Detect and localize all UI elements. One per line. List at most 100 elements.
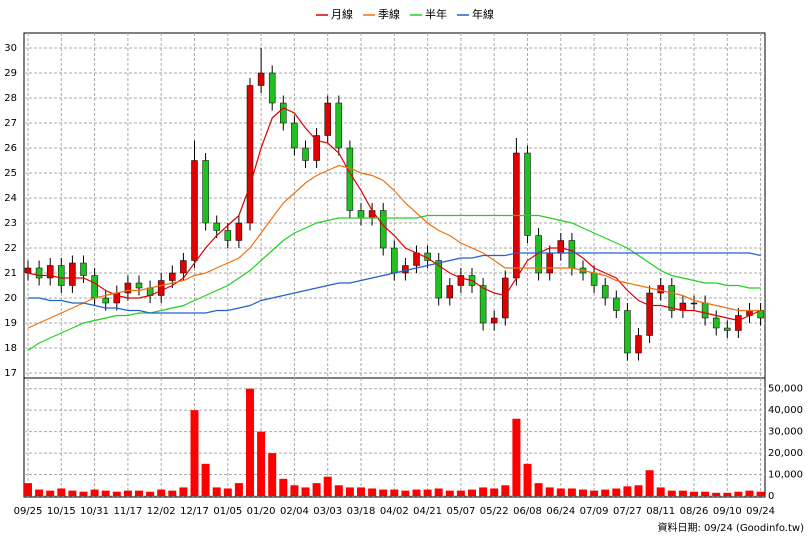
- candle-body: [135, 282, 143, 289]
- candle-body: [624, 310, 631, 354]
- candle-body: [690, 302, 698, 305]
- x-tick-label: 08/26: [680, 506, 709, 517]
- volume-bar: [423, 489, 432, 496]
- volume-bar: [745, 490, 754, 496]
- volume-bar: [390, 489, 399, 496]
- volume-bar: [312, 483, 321, 496]
- candle-body: [213, 222, 220, 231]
- candle-body: [402, 265, 409, 274]
- volume-bar: [634, 485, 643, 496]
- volume-bar: [279, 478, 288, 496]
- candle-body: [268, 72, 276, 104]
- y-tick-label: 23: [4, 218, 17, 229]
- volume-bar: [345, 487, 354, 496]
- y2-tick-label: 0: [768, 491, 774, 502]
- volume-bar: [734, 491, 743, 496]
- y-tick-label: 26: [4, 143, 17, 154]
- volume-bar: [501, 485, 510, 496]
- candle-body: [324, 102, 331, 136]
- ma-line: [27, 107, 761, 322]
- volume-bar: [157, 489, 166, 496]
- x-tick-label: 02/04: [280, 506, 309, 517]
- candle-body: [590, 272, 598, 286]
- volume-bar: [357, 487, 365, 496]
- volume-bar: [223, 488, 232, 496]
- x-tick-label: 06/24: [546, 506, 575, 517]
- y-tick-label: 21: [4, 268, 17, 279]
- x-tick-label: 10/31: [80, 506, 109, 517]
- volume-bar: [246, 388, 254, 496]
- candle-body: [246, 85, 254, 224]
- volume-bar: [123, 490, 132, 496]
- y-tick-label: 25: [4, 168, 17, 179]
- candle-body: [435, 260, 442, 299]
- candle-body: [391, 247, 398, 274]
- candle-body: [635, 335, 642, 354]
- legend-label: 月線: [331, 7, 353, 21]
- candle-body: [335, 102, 343, 149]
- candle-body: [80, 262, 87, 276]
- volume-bar: [90, 489, 99, 496]
- candle-body: [646, 292, 653, 336]
- candle-body: [613, 297, 620, 311]
- volume-bar: [612, 488, 621, 496]
- volume-bar: [656, 487, 665, 496]
- candle-body: [257, 72, 265, 86]
- volume-bar: [323, 476, 332, 496]
- candle-body: [180, 260, 187, 274]
- volume-bar: [301, 487, 310, 496]
- candle-body: [557, 240, 565, 254]
- candle-body: [24, 267, 32, 274]
- y2-tick-label: 10,000: [768, 470, 803, 481]
- legend-label: 季線: [378, 7, 400, 21]
- candle-body: [379, 210, 387, 249]
- x-tick-label: 10/15: [47, 506, 76, 517]
- volume-bar: [68, 490, 77, 496]
- x-tick-label: 01/05: [213, 506, 242, 517]
- candle-body: [313, 135, 320, 161]
- x-tick-label: 07/27: [613, 506, 642, 517]
- volume-bar: [756, 491, 765, 496]
- candle-body: [124, 282, 132, 294]
- x-tick-label: 12/02: [147, 506, 176, 517]
- volume-bar: [190, 410, 199, 496]
- x-tick-label: 05/07: [446, 506, 475, 517]
- volume-bar: [24, 483, 32, 496]
- candle-body: [413, 252, 420, 266]
- candle-body: [568, 240, 576, 269]
- candle-body: [679, 302, 687, 311]
- x-tick-label: 03/18: [347, 506, 376, 517]
- candle-body: [457, 275, 465, 286]
- y-tick-label: 17: [4, 368, 17, 379]
- x-tick-label: 09/25: [14, 506, 43, 517]
- volume-bar: [379, 489, 388, 496]
- candle-body: [35, 267, 43, 279]
- volume-bar: [257, 431, 266, 496]
- volume-bar: [135, 490, 143, 496]
- volume-bar: [456, 490, 465, 496]
- y2-tick-label: 30,000: [768, 427, 803, 438]
- volume-bar: [101, 490, 110, 496]
- x-tick-label: 08/11: [646, 506, 675, 517]
- volume-bar: [601, 489, 610, 496]
- x-tick-label: 01/20: [247, 506, 276, 517]
- y2-tick-label: 50,000: [768, 384, 803, 395]
- candle-body: [524, 152, 531, 236]
- volume-bar: [79, 491, 88, 496]
- volume-bar: [290, 485, 299, 496]
- y-tick-label: 18: [4, 343, 17, 354]
- x-tick-label: 04/02: [380, 506, 409, 517]
- volume-bar: [445, 490, 454, 496]
- volume-bar: [434, 488, 443, 496]
- x-tick-label: 07/09: [580, 506, 609, 517]
- volume-bar: [112, 491, 121, 496]
- ma-line: [28, 252, 761, 314]
- y-tick-label: 29: [4, 68, 17, 79]
- volume-bar: [146, 491, 155, 496]
- candle-body: [502, 277, 509, 319]
- candle-body: [69, 262, 76, 286]
- candle-body: [202, 160, 209, 224]
- y-tick-label: 24: [4, 193, 17, 204]
- candle-body: [346, 147, 354, 211]
- ma-line: [27, 164, 761, 329]
